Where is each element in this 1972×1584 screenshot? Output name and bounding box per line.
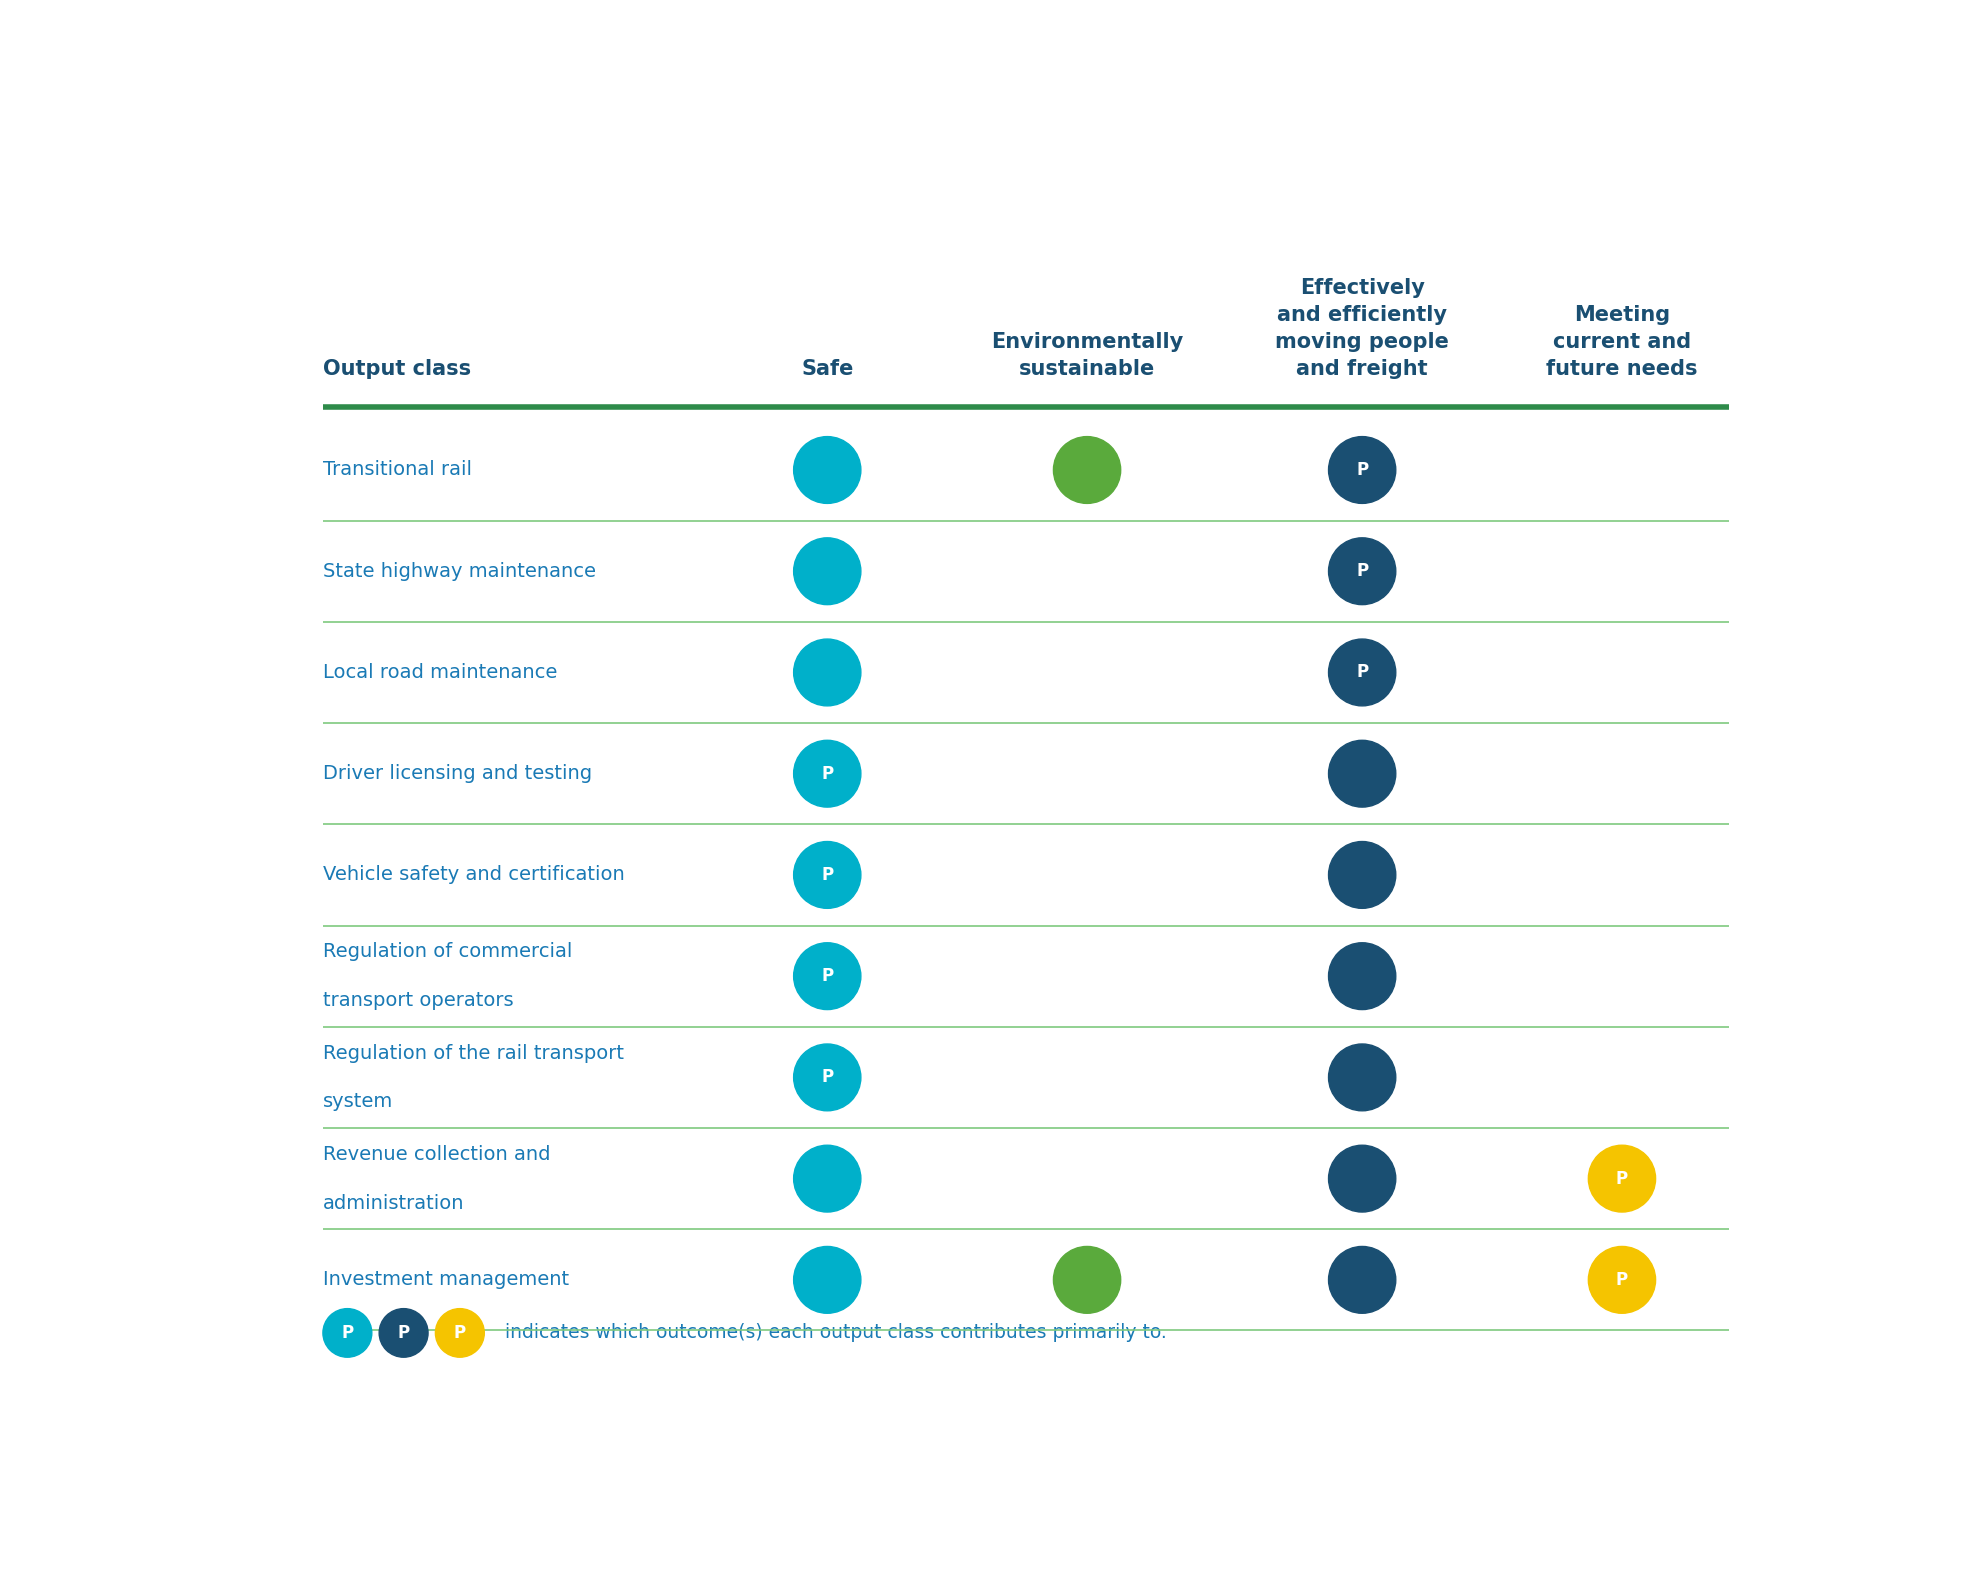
Ellipse shape (436, 1308, 485, 1357)
Ellipse shape (1587, 1145, 1656, 1212)
Text: system: system (323, 1093, 392, 1112)
Text: Environmentally
sustainable: Environmentally sustainable (992, 333, 1183, 379)
Text: administration: administration (323, 1193, 465, 1212)
Ellipse shape (1329, 740, 1396, 808)
Ellipse shape (323, 1308, 373, 1357)
Text: State highway maintenance: State highway maintenance (323, 562, 596, 581)
Text: Vehicle safety and certification: Vehicle safety and certification (323, 865, 625, 884)
Text: Regulation of commercial: Regulation of commercial (323, 942, 572, 961)
Text: Driver licensing and testing: Driver licensing and testing (323, 763, 592, 782)
Ellipse shape (1329, 539, 1396, 605)
Text: transport operators: transport operators (323, 992, 513, 1011)
Ellipse shape (1329, 1145, 1396, 1212)
Ellipse shape (1329, 1247, 1396, 1313)
Text: Transitional rail: Transitional rail (323, 461, 471, 480)
Ellipse shape (1053, 1247, 1120, 1313)
Ellipse shape (793, 437, 862, 504)
Text: P: P (820, 968, 834, 985)
Ellipse shape (1329, 1044, 1396, 1110)
Ellipse shape (1053, 437, 1120, 504)
Ellipse shape (1587, 1247, 1656, 1313)
Text: P: P (820, 866, 834, 884)
Ellipse shape (379, 1308, 428, 1357)
Text: P: P (398, 1324, 410, 1342)
Text: P: P (341, 1324, 353, 1342)
Text: P: P (1615, 1169, 1629, 1188)
Text: Output class: Output class (323, 360, 471, 379)
Text: Meeting
current and
future needs: Meeting current and future needs (1546, 304, 1698, 379)
Ellipse shape (793, 841, 862, 908)
Text: P: P (1615, 1270, 1629, 1289)
Ellipse shape (793, 539, 862, 605)
Text: Safe: Safe (801, 360, 854, 379)
Ellipse shape (793, 740, 862, 808)
Text: Regulation of the rail transport: Regulation of the rail transport (323, 1044, 623, 1063)
Text: P: P (1357, 461, 1369, 478)
Text: P: P (1357, 664, 1369, 681)
Ellipse shape (793, 1145, 862, 1212)
Ellipse shape (793, 638, 862, 706)
Text: Revenue collection and: Revenue collection and (323, 1145, 550, 1164)
Ellipse shape (1329, 841, 1396, 908)
Ellipse shape (793, 1044, 862, 1110)
Text: Investment management: Investment management (323, 1270, 570, 1289)
Text: Effectively
and efficiently
moving people
and freight: Effectively and efficiently moving peopl… (1276, 277, 1449, 379)
Text: P: P (820, 765, 834, 782)
Ellipse shape (1329, 942, 1396, 1009)
Text: indicates which outcome(s) each output class contributes primarily to.: indicates which outcome(s) each output c… (499, 1323, 1167, 1342)
Ellipse shape (793, 942, 862, 1009)
Text: P: P (1357, 562, 1369, 580)
Ellipse shape (1329, 638, 1396, 706)
Ellipse shape (793, 1247, 862, 1313)
Ellipse shape (1329, 437, 1396, 504)
Text: P: P (454, 1324, 465, 1342)
Text: Local road maintenance: Local road maintenance (323, 664, 558, 683)
Text: P: P (820, 1068, 834, 1087)
